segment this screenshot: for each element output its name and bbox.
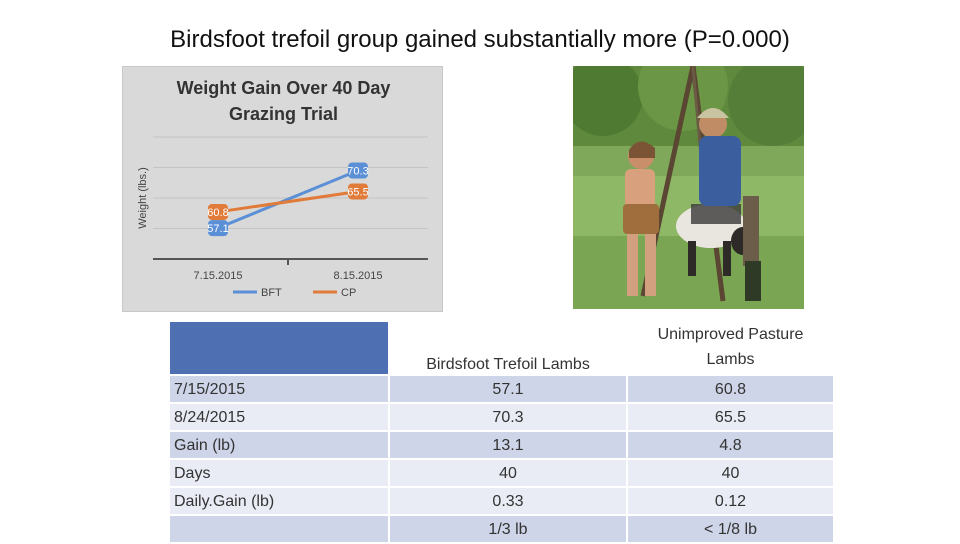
table-header-unimproved: Unimproved Pasture Lambs (626, 320, 835, 376)
data-label-bg (208, 203, 228, 220)
table-header-bft: Birdsfoot Trefoil Lambs (388, 320, 628, 376)
data-label: 60.8 (207, 207, 228, 219)
table-cell: 40 (388, 458, 628, 488)
data-label: 57.1 (207, 223, 228, 235)
table-row: 1/3 lb < 1/8 lb (168, 514, 835, 544)
photo-illustration (573, 66, 804, 309)
series-line-bft (217, 169, 359, 230)
table-cell: 1/3 lb (388, 514, 628, 544)
data-label: 70.3 (347, 166, 368, 178)
x-tick-label: 7.15.2015 (194, 270, 243, 282)
table-row: Gain (lb) 13.1 4.8 (168, 430, 835, 460)
table-cell: 0.12 (626, 486, 835, 516)
series-line-cp (217, 189, 359, 214)
data-label-bg (348, 162, 368, 179)
chart-svg: Weight (lbs.) 7.15.2015 8.15.2015 57.1 70.3 6… (137, 136, 428, 299)
x-tick-label: 8.15.2015 (334, 270, 383, 282)
table-cell: 57.1 (388, 374, 628, 404)
line-chart: Weight Gain Over 40 Day Grazing Trial We… (122, 66, 443, 312)
chart-title: Weight Gain Over 40 Day Grazing Trial (123, 75, 444, 127)
table-cell: < 1/8 lb (626, 514, 835, 544)
table-cell: 13.1 (388, 430, 628, 460)
table-cell: 4.8 (626, 430, 835, 460)
y-axis-label: Weight (lbs.) (137, 167, 149, 229)
legend-label-cp: CP (341, 287, 356, 299)
table-cell: 70.3 (388, 402, 628, 432)
data-label-bg (208, 220, 228, 237)
table-row: 7/15/2015 57.1 60.8 (168, 374, 835, 404)
data-label: 65.5 (347, 186, 368, 198)
table-row: Daily.Gain (lb) 0.33 0.12 (168, 486, 835, 516)
table-cell: Daily.Gain (lb) (168, 486, 390, 516)
data-label-bg (348, 183, 368, 200)
table-cell: 65.5 (626, 402, 835, 432)
table-cell: 40 (626, 458, 835, 488)
table-header-row: Birdsfoot Trefoil Lambs Unimproved Pastu… (168, 320, 835, 376)
slide-title: Birdsfoot trefoil group gained substanti… (170, 26, 790, 53)
table-cell: 8/24/2015 (168, 402, 390, 432)
table-header-cell-empty (168, 320, 390, 376)
table-cell: Days (168, 458, 390, 488)
table-cell: 0.33 (388, 486, 628, 516)
table-cell: 7/15/2015 (168, 374, 390, 404)
table-row: Days 40 40 (168, 458, 835, 488)
weight-gain-table: Birdsfoot Trefoil Lambs Unimproved Pastu… (168, 320, 835, 544)
table-row: 8/24/2015 70.3 65.5 (168, 402, 835, 432)
chart-title-line-2: Grazing Trial (228, 104, 339, 124)
table-cell (168, 514, 390, 544)
chart-title-line-1: Weight Gain Over 40 Day (176, 78, 391, 98)
table-cell: 60.8 (626, 374, 835, 404)
photo-people-weighing-lamb (573, 66, 804, 309)
legend-label-bft: BFT (261, 287, 282, 299)
table-cell: Gain (lb) (168, 430, 390, 460)
